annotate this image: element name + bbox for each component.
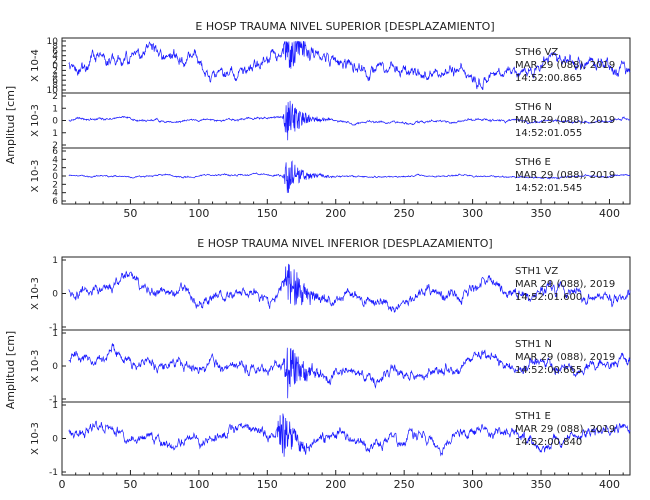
station-time: 14:52:01.600 [515, 292, 582, 303]
y-tick-label: 2 [52, 57, 58, 67]
station-date: MAR 29 (088), 2019 [515, 60, 615, 71]
y-tick-label: 0 [52, 290, 58, 300]
trace-panel: 1 0 -1 X 10-3 STH1 N MAR 29 (088), 2019 14:52:… [30, 329, 631, 405]
y-tick-label: 1 [52, 104, 58, 114]
x-axis: 0 50 100 150 200 250 300 350 400 [59, 470, 624, 491]
y-tick-label: -1 [49, 323, 58, 333]
station-station: STH1 E [515, 411, 551, 422]
x-tick-label: 0 [59, 478, 66, 491]
station-station: STH1 N [515, 339, 552, 350]
station-time: 14:52:01.545 [515, 183, 582, 194]
x-tick-label: 200 [325, 478, 346, 491]
x-tick-label: 400 [599, 478, 620, 491]
x-tick-label: 150 [257, 207, 278, 220]
y-tick-label: 0 [52, 362, 58, 372]
y-tick-label: 2 [52, 92, 58, 102]
y-tick-label: 0 [52, 117, 58, 127]
y-tick-label: 2 [52, 66, 58, 76]
waveform-trace [68, 40, 631, 90]
station-station: STH1 VZ [515, 266, 558, 277]
y-tick-label: 6 [52, 197, 58, 207]
y-tick-label: 4 [52, 155, 58, 165]
station-station: STH6 E [515, 157, 551, 168]
y-tick-label: 6 [52, 147, 58, 157]
y-tick-label: 0 [52, 435, 58, 445]
x-tick-label: 250 [394, 478, 415, 491]
y-tick-label: -1 [49, 395, 58, 405]
chart-title: E HOSP TRAUMA NIVEL INFERIOR [DESPLAZAMI… [197, 237, 492, 250]
x-tick-label: 300 [462, 478, 483, 491]
station-time: 14:52:00.665 [515, 365, 582, 376]
x-tick-label: 300 [462, 207, 483, 220]
waveform-trace [68, 100, 631, 141]
trace-panel: 1 0 -1 X 10-3 STH1 VZ MAR 29 (088), 2019 14:52… [30, 256, 631, 333]
scale-label: X 10-3 [30, 277, 41, 310]
station-date: MAR 29 (088), 2019 [515, 424, 615, 435]
scale-label: X 10-3 [30, 422, 41, 455]
y-tick-label: 1 [52, 129, 58, 139]
x-axis: 50 100 150 200 250 300 350 400 [75, 199, 624, 220]
station-time: 14:52:00.865 [515, 73, 582, 84]
scale-label: X 10-4 [30, 49, 41, 82]
y-tick-label: 1 [52, 329, 58, 339]
y-tick-label: 8 [52, 42, 58, 52]
x-tick-label: 50 [123, 478, 137, 491]
y-tick-label: -1 [49, 468, 58, 478]
waveform-trace [68, 413, 631, 457]
y-tick-label: 10 [47, 37, 59, 47]
y-tick-label: 4 [52, 52, 58, 62]
x-tick-label: 350 [531, 478, 552, 491]
station-date: MAR 29 (088), 2019 [515, 279, 615, 290]
y-tick-label: 4 [52, 189, 58, 199]
chart-title: E HOSP TRAUMA NIVEL SUPERIOR [DESPLAZAMI… [195, 20, 494, 33]
y-tick-label: 2 [52, 164, 58, 174]
scale-label: X 10-3 [30, 350, 41, 383]
y-tick-label: 6 [52, 76, 58, 86]
lower-chart: E HOSP TRAUMA NIVEL INFERIOR [DESPLAZAMI… [4, 237, 631, 491]
x-tick-label: 250 [394, 207, 415, 220]
waveform-trace [68, 342, 631, 399]
trace-panel: 2 1 0 1 2 X 10-3 STH6 N MAR 29 (088), 2019 14:52… [30, 92, 631, 151]
x-tick-label: 200 [325, 207, 346, 220]
x-tick-label: 100 [188, 478, 209, 491]
station-time: 14:52:00.840 [515, 437, 582, 448]
y-tick-label: 8 [52, 81, 58, 91]
x-tick-label: 350 [531, 207, 552, 220]
y-tick-label: 0 [52, 62, 58, 72]
station-station: STH6 N [515, 102, 552, 113]
waveform-trace [68, 263, 631, 313]
y-axis-label: Amplitud [cm] [4, 331, 17, 409]
y-tick-label: 10 [47, 86, 59, 96]
x-tick-label: 400 [599, 207, 620, 220]
scale-label: X 10-3 [30, 160, 41, 193]
station-time: 14:52:01.055 [515, 128, 582, 139]
trace-panel: 1 0 -1 X 10-3 STH1 E MAR 29 (088), 2019 14:52:… [30, 401, 631, 478]
y-axis-label: Amplitud [cm] [4, 86, 17, 164]
y-tick-label: 0 [52, 172, 58, 182]
y-tick-label: 4 [52, 71, 58, 81]
x-tick-label: 100 [188, 207, 209, 220]
station-date: MAR 29 (088), 2019 [515, 115, 615, 126]
station-date: MAR 29 (088), 2019 [515, 352, 615, 363]
x-tick-label: 150 [257, 478, 278, 491]
y-tick-label: 1 [52, 401, 58, 411]
y-tick-label: 2 [52, 141, 58, 151]
station-date: MAR 29 (088), 2019 [515, 170, 615, 181]
y-tick-label: 6 [52, 47, 58, 57]
y-tick-label: 2 [52, 180, 58, 190]
scale-label: X 10-3 [30, 104, 41, 137]
station-station: STH6 VZ [515, 47, 558, 58]
upper-chart: E HOSP TRAUMA NIVEL SUPERIOR [DESPLAZAMI… [4, 20, 631, 220]
waveform-trace [68, 160, 631, 193]
y-tick-label: 1 [52, 256, 58, 266]
x-tick-label: 50 [123, 207, 137, 220]
